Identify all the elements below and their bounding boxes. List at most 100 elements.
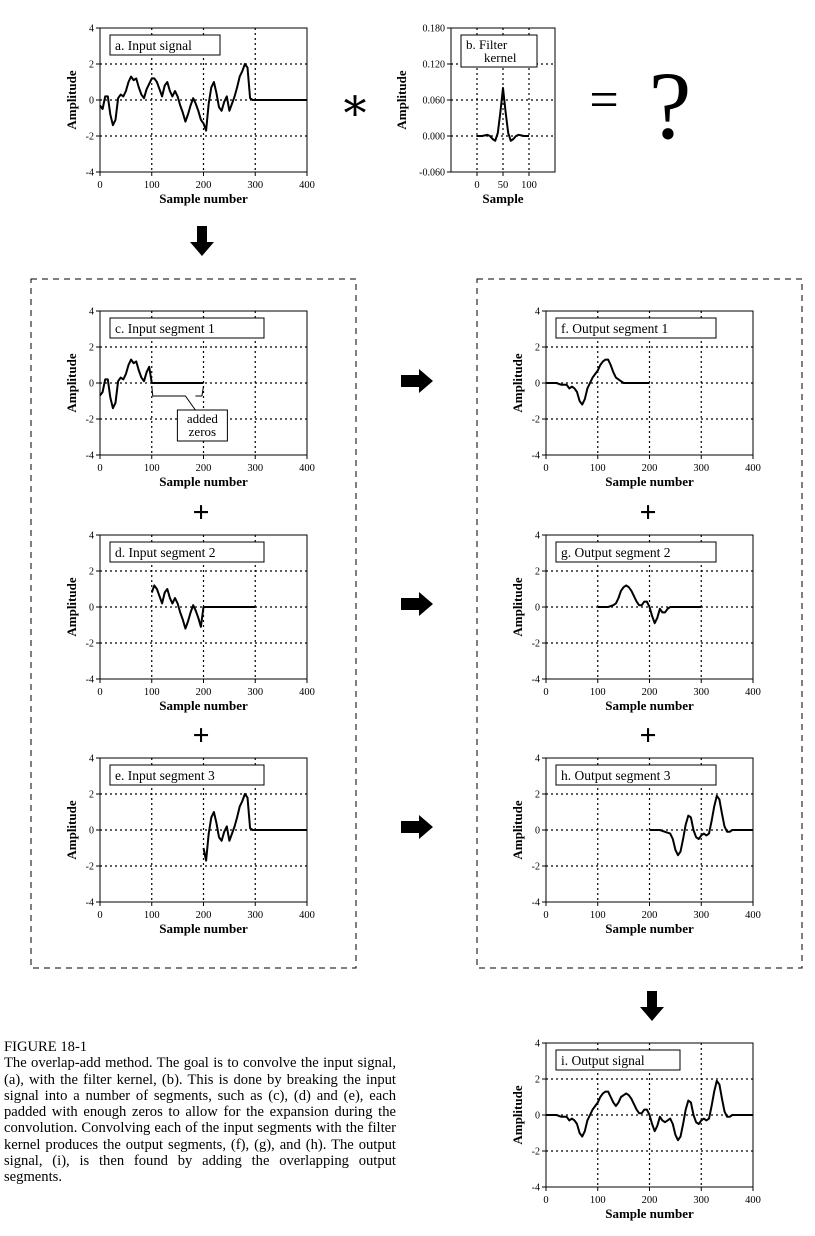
caption-title: FIGURE 18-1	[4, 1039, 88, 1055]
x-tick-label: 400	[299, 910, 315, 921]
y-tick-label: 2	[535, 1075, 540, 1086]
right-arrow-icon	[401, 369, 433, 393]
chart-title: h. Output segment 3	[561, 768, 671, 783]
x-axis-label: Sample number	[605, 1206, 694, 1221]
y-tick-label: -2	[532, 415, 540, 426]
caption-text: The overlap-add method. The goal is to c…	[4, 1055, 396, 1186]
y-tick-label: 0	[535, 826, 540, 837]
annotation-box	[176, 409, 228, 442]
y-tick-label: 0.000	[423, 132, 446, 143]
x-tick-label: 200	[196, 180, 212, 191]
chart-title: f. Output segment 1	[561, 321, 668, 336]
x-tick-label: 400	[745, 1195, 761, 1206]
y-tick-label: -2	[86, 862, 94, 873]
x-tick-label: 300	[247, 687, 263, 698]
x-tick-label: 100	[144, 180, 160, 191]
y-tick-label: -4	[532, 675, 540, 686]
x-tick-label: 0	[543, 687, 548, 698]
x-tick-label: 200	[642, 463, 658, 474]
x-tick-label: 50	[498, 180, 509, 191]
x-tick-label: 100	[590, 463, 606, 474]
series-line-e	[202, 793, 307, 862]
y-tick-label: 0	[89, 96, 94, 107]
y-tick-label: 0	[535, 1111, 540, 1122]
y-axis-label: Amplitude	[510, 353, 525, 412]
x-tick-label: 400	[299, 463, 315, 474]
y-tick-label: -2	[86, 132, 94, 143]
x-tick-label: 0	[97, 687, 102, 698]
y-tick-label: -2	[86, 415, 94, 426]
right-arrow-icon	[401, 592, 433, 616]
x-axis-label: Sample number	[605, 474, 694, 489]
y-tick-label: 4	[535, 531, 540, 542]
down-arrow-icon	[640, 991, 664, 1021]
y-tick-label: 0	[535, 379, 540, 390]
plus-sign-output-1: +	[639, 496, 656, 529]
x-tick-label: 200	[642, 910, 658, 921]
x-tick-label: 0	[97, 910, 102, 921]
y-tick-label: 0.060	[423, 96, 446, 107]
x-tick-label: 300	[693, 463, 709, 474]
x-tick-label: 300	[693, 1195, 709, 1206]
y-tick-label: -2	[532, 862, 540, 873]
chart-title-box	[555, 1049, 681, 1071]
y-tick-label: -4	[86, 898, 94, 909]
chart-title: a. Input signal	[115, 38, 192, 53]
y-tick-label: 0.120	[423, 60, 446, 71]
x-tick-label: 200	[642, 687, 658, 698]
x-tick-label: 300	[247, 180, 263, 191]
x-tick-label: 100	[144, 463, 160, 474]
output-segments-box	[476, 278, 803, 969]
x-axis-label: Sample number	[159, 698, 248, 713]
x-tick-label: 100	[590, 687, 606, 698]
x-tick-label: 200	[642, 1195, 658, 1206]
y-tick-label: 0.180	[423, 24, 446, 35]
x-tick-label: 300	[693, 687, 709, 698]
y-axis-label: Amplitude	[510, 1085, 525, 1144]
down-arrow-icon	[190, 226, 214, 256]
y-tick-label: 4	[535, 1039, 540, 1050]
annotation-pointer	[201, 385, 204, 397]
y-tick-label: 4	[535, 754, 540, 765]
y-tick-label: 4	[89, 531, 94, 542]
chart-title-box	[109, 764, 265, 786]
x-tick-label: 100	[590, 910, 606, 921]
y-tick-label: 0	[89, 379, 94, 390]
y-tick-label: -4	[532, 1183, 540, 1194]
series-line-a	[99, 63, 307, 132]
chart-title-box	[109, 317, 265, 339]
x-axis-label: Sample number	[605, 698, 694, 713]
y-axis-label: Amplitude	[510, 800, 525, 859]
x-axis-label: Sample number	[159, 474, 248, 489]
chart-title-box	[555, 541, 717, 563]
x-tick-label: 300	[247, 463, 263, 474]
annotation-text: added	[187, 411, 219, 426]
x-tick-label: 0	[543, 1195, 548, 1206]
x-axis-label: Sample number	[159, 191, 248, 206]
y-tick-label: 4	[89, 754, 94, 765]
x-tick-label: 100	[144, 910, 160, 921]
x-tick-label: 100	[144, 687, 160, 698]
x-axis-label: Sample number	[605, 921, 694, 936]
x-tick-label: 400	[299, 687, 315, 698]
chart-title: d. Input segment 2	[115, 545, 216, 560]
y-axis-label: Amplitude	[64, 353, 79, 412]
series-line-g	[597, 584, 702, 625]
x-axis-label: Sample number	[159, 921, 248, 936]
y-tick-label: -4	[86, 168, 94, 179]
x-tick-label: 0	[474, 180, 479, 191]
series-line-f	[546, 358, 650, 406]
y-tick-label: 2	[89, 790, 94, 801]
y-tick-label: 2	[535, 567, 540, 578]
convolve-operator: ∗	[339, 79, 370, 130]
y-tick-label: -4	[532, 451, 540, 462]
x-tick-label: 0	[97, 180, 102, 191]
y-axis-label: Amplitude	[64, 577, 79, 636]
y-tick-label: -4	[86, 451, 94, 462]
series-line-b	[477, 87, 529, 142]
